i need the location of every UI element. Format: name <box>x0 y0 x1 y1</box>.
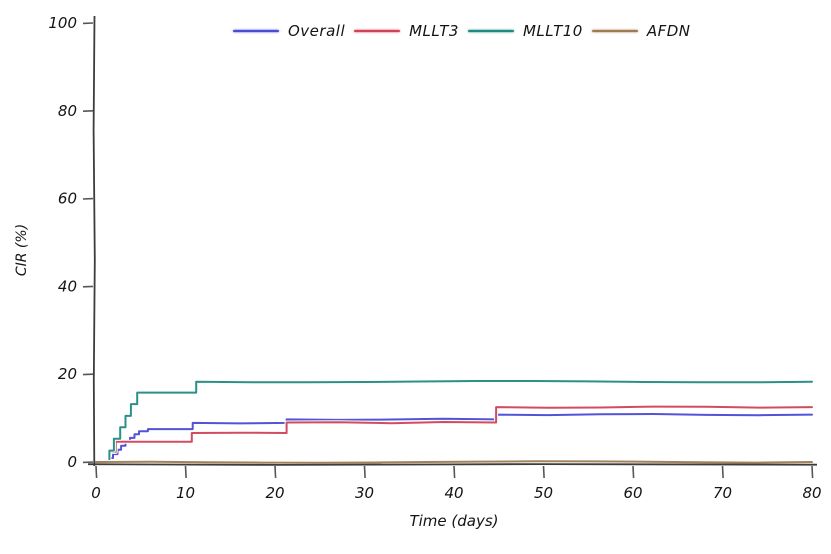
legend-item-afdn: AFDN <box>591 22 691 40</box>
x-tick-label: 20 <box>265 484 284 502</box>
y-tick-label: 0 <box>67 453 77 471</box>
legend-label: Overall <box>288 22 346 40</box>
x-tick-label: 30 <box>355 484 374 502</box>
x-axis-title: Time (days) <box>409 512 499 530</box>
y-tick-label: 20 <box>58 365 77 383</box>
x-tick <box>363 465 366 479</box>
y-tick-label: 100 <box>48 14 77 32</box>
x-tick-label: 10 <box>176 484 195 502</box>
x-tick <box>542 465 545 479</box>
x-tick-label: 70 <box>713 484 732 502</box>
x-tick <box>274 465 277 479</box>
x-tick-label: 40 <box>444 484 463 502</box>
legend-item-mllt10: MLLT10 <box>467 22 583 40</box>
legend-item-mllt3: MLLT3 <box>354 22 459 40</box>
x-tick <box>184 465 187 479</box>
legend-label: AFDN <box>646 22 691 40</box>
x-tick <box>95 465 98 479</box>
legend-label: MLLT10 <box>522 22 583 40</box>
legend-item-overall: Overall <box>233 22 345 40</box>
chart-legend: Overall MLLT3 MLLT10 AFDN <box>233 22 691 40</box>
y-axis-spine <box>92 15 96 467</box>
x-tick <box>453 465 456 479</box>
x-tick <box>632 465 635 479</box>
legend-line-swatch <box>233 30 279 32</box>
series-afdn-line <box>95 460 813 464</box>
y-axis-title: CIR (%) <box>14 223 30 277</box>
y-tick-label: 80 <box>58 102 77 120</box>
y-tick-label: 40 <box>58 277 77 295</box>
x-tick <box>721 465 724 479</box>
x-tick-label: 0 <box>91 484 101 502</box>
series-mllt10-line <box>95 380 813 463</box>
x-tick-label: 50 <box>534 484 553 502</box>
x-tick <box>811 465 814 479</box>
legend-line-swatch <box>591 30 638 32</box>
y-tick-label: 60 <box>58 190 77 208</box>
x-tick-label: 60 <box>623 484 642 502</box>
x-tick-label: 80 <box>802 484 821 502</box>
legend-line-swatch <box>354 30 401 32</box>
x-axis-spine <box>87 463 818 466</box>
legend-label: MLLT3 <box>409 22 459 40</box>
legend-line-swatch <box>467 30 514 32</box>
